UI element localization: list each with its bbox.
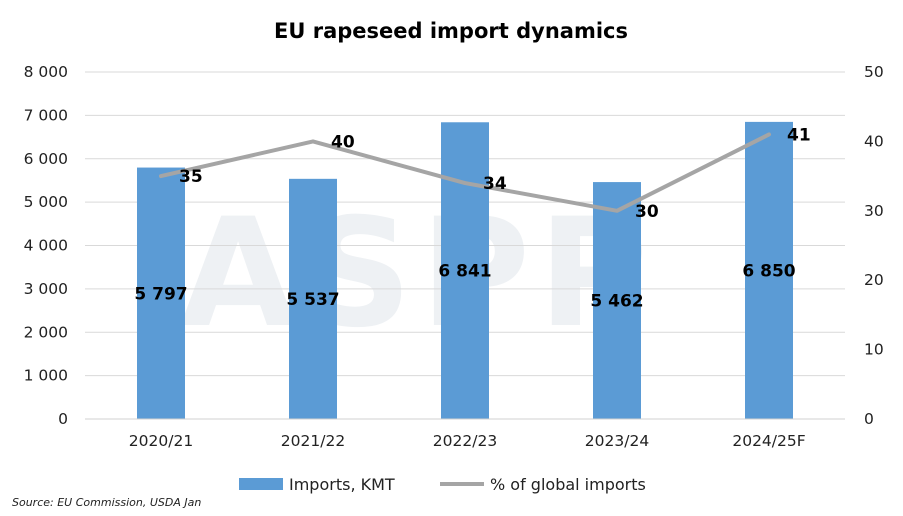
y-right-tick-label: 0	[864, 410, 874, 428]
y-left-tick-label: 0	[58, 410, 68, 428]
y-left-tick-label: 1 000	[24, 367, 68, 385]
line-data-label: 30	[635, 202, 659, 222]
legend-label-line: % of global imports	[490, 475, 646, 494]
y-left-tick-label: 7 000	[24, 106, 68, 124]
y-right-tick-label: 40	[864, 132, 884, 150]
legend: Imports, KMT % of global imports	[239, 475, 646, 494]
bar-series	[137, 121, 793, 420]
bar	[593, 182, 641, 419]
y-left-tick-label: 2 000	[24, 323, 68, 341]
y-left-tick-label: 4 000	[24, 237, 68, 255]
bar-data-label: 6 850	[742, 261, 795, 281]
watermark: ASPP	[180, 187, 656, 361]
y-left-tick-label: 8 000	[24, 63, 68, 81]
bar	[137, 167, 185, 419]
x-tick-label: 2020/21	[129, 432, 193, 450]
y-right-tick-label: 10	[864, 341, 884, 359]
y-right-tick-label: 50	[864, 63, 884, 81]
y-axis-left: 0 1 000 2 000 3 000 4 000 5 000 6 000 7 000 8 00…	[24, 63, 68, 428]
y-right-tick-label: 20	[864, 271, 884, 289]
y-right-tick-label: 30	[864, 202, 884, 220]
bar-data-label: 5 797	[134, 284, 187, 304]
line-series	[159, 132, 771, 213]
bar-data-label: 5 462	[590, 292, 643, 312]
y-left-tick-label: 3 000	[24, 280, 68, 298]
x-tick-label: 2024/25F	[732, 432, 805, 450]
bar	[289, 178, 337, 419]
bar-data-label: 6 841	[438, 262, 491, 282]
legend-swatch-bar	[239, 478, 283, 490]
x-tick-label: 2022/23	[433, 432, 497, 450]
line-data-label: 40	[331, 132, 355, 152]
line-data-label: 34	[483, 174, 507, 194]
line-data-label: 35	[179, 167, 203, 187]
data-labels: 5 797 5 537 6 841 5 462 6 850 35 40 34 30 41	[134, 125, 810, 311]
x-tick-label: 2023/24	[585, 432, 649, 450]
bar-data-label: 5 537	[286, 290, 339, 310]
x-axis: 2020/21 2021/22 2022/23 2023/24 2024/25F	[85, 418, 845, 450]
line-data-label: 41	[787, 125, 811, 145]
y-left-tick-label: 5 000	[24, 193, 68, 211]
y-left-tick-label: 6 000	[24, 150, 68, 168]
legend-label-bar: Imports, KMT	[289, 475, 395, 494]
x-tick-label: 2021/22	[281, 432, 345, 450]
bar	[745, 121, 793, 419]
chart-title: EU rapeseed import dynamics	[274, 19, 628, 43]
source-note: Source: EU Commission, USDA Jan	[12, 496, 201, 509]
bar	[441, 122, 489, 420]
y-axis-right: 0 10 20 30 40 50	[864, 63, 884, 428]
